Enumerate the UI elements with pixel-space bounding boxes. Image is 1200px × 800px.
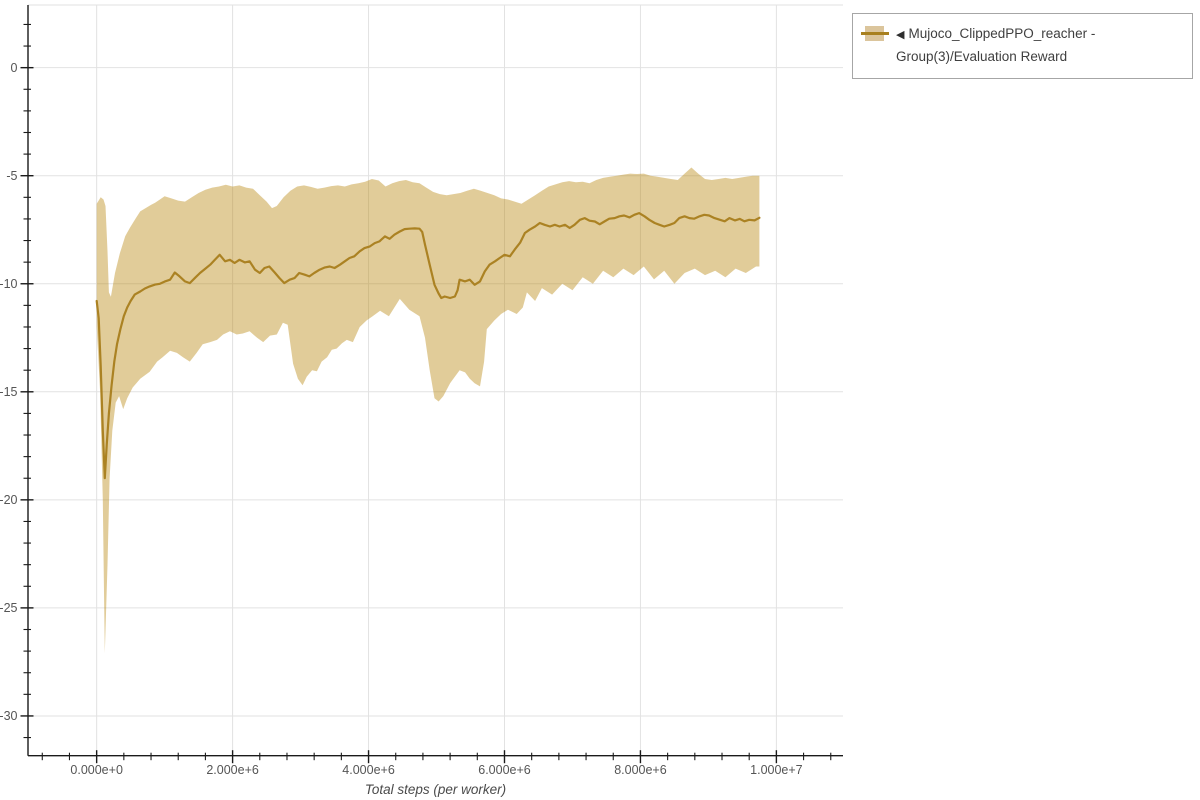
confidence-band bbox=[96, 167, 760, 654]
y-tick-label: -20 bbox=[0, 493, 18, 507]
legend-entry[interactable]: ◀ Mujoco_ClippedPPO_reacher - Group(3)/Ev… bbox=[896, 23, 1184, 68]
x-tick-label: 1.000e+7 bbox=[750, 763, 803, 777]
x-axis-title: Total steps (per worker) bbox=[364, 782, 507, 797]
y-tick-label: -25 bbox=[0, 601, 18, 615]
y-tick-label: -15 bbox=[0, 385, 18, 399]
x-tick-label: 4.000e+6 bbox=[342, 763, 395, 777]
x-tick-label: 2.000e+6 bbox=[206, 763, 259, 777]
y-tick-label: 0 bbox=[11, 61, 18, 75]
y-tick-label: -30 bbox=[0, 709, 18, 723]
legend-series-label: Mujoco_ClippedPPO_reacher - Group(3)/Eva… bbox=[896, 26, 1096, 64]
x-tick-label: 6.000e+6 bbox=[478, 763, 531, 777]
x-tick-label: 0.000e+0 bbox=[70, 763, 123, 777]
y-tick-label: -10 bbox=[0, 277, 18, 291]
mean-line bbox=[95, 212, 761, 480]
legend-series-swatch-icon bbox=[861, 26, 889, 41]
legend-line-icon bbox=[861, 32, 889, 35]
x-tick-label: 8.000e+6 bbox=[614, 763, 667, 777]
collapse-triangle-icon: ◀ bbox=[896, 29, 905, 41]
y-tick-label: -5 bbox=[6, 169, 17, 183]
legend-box[interactable]: ◀ Mujoco_ClippedPPO_reacher - Group(3)/Ev… bbox=[852, 13, 1193, 79]
